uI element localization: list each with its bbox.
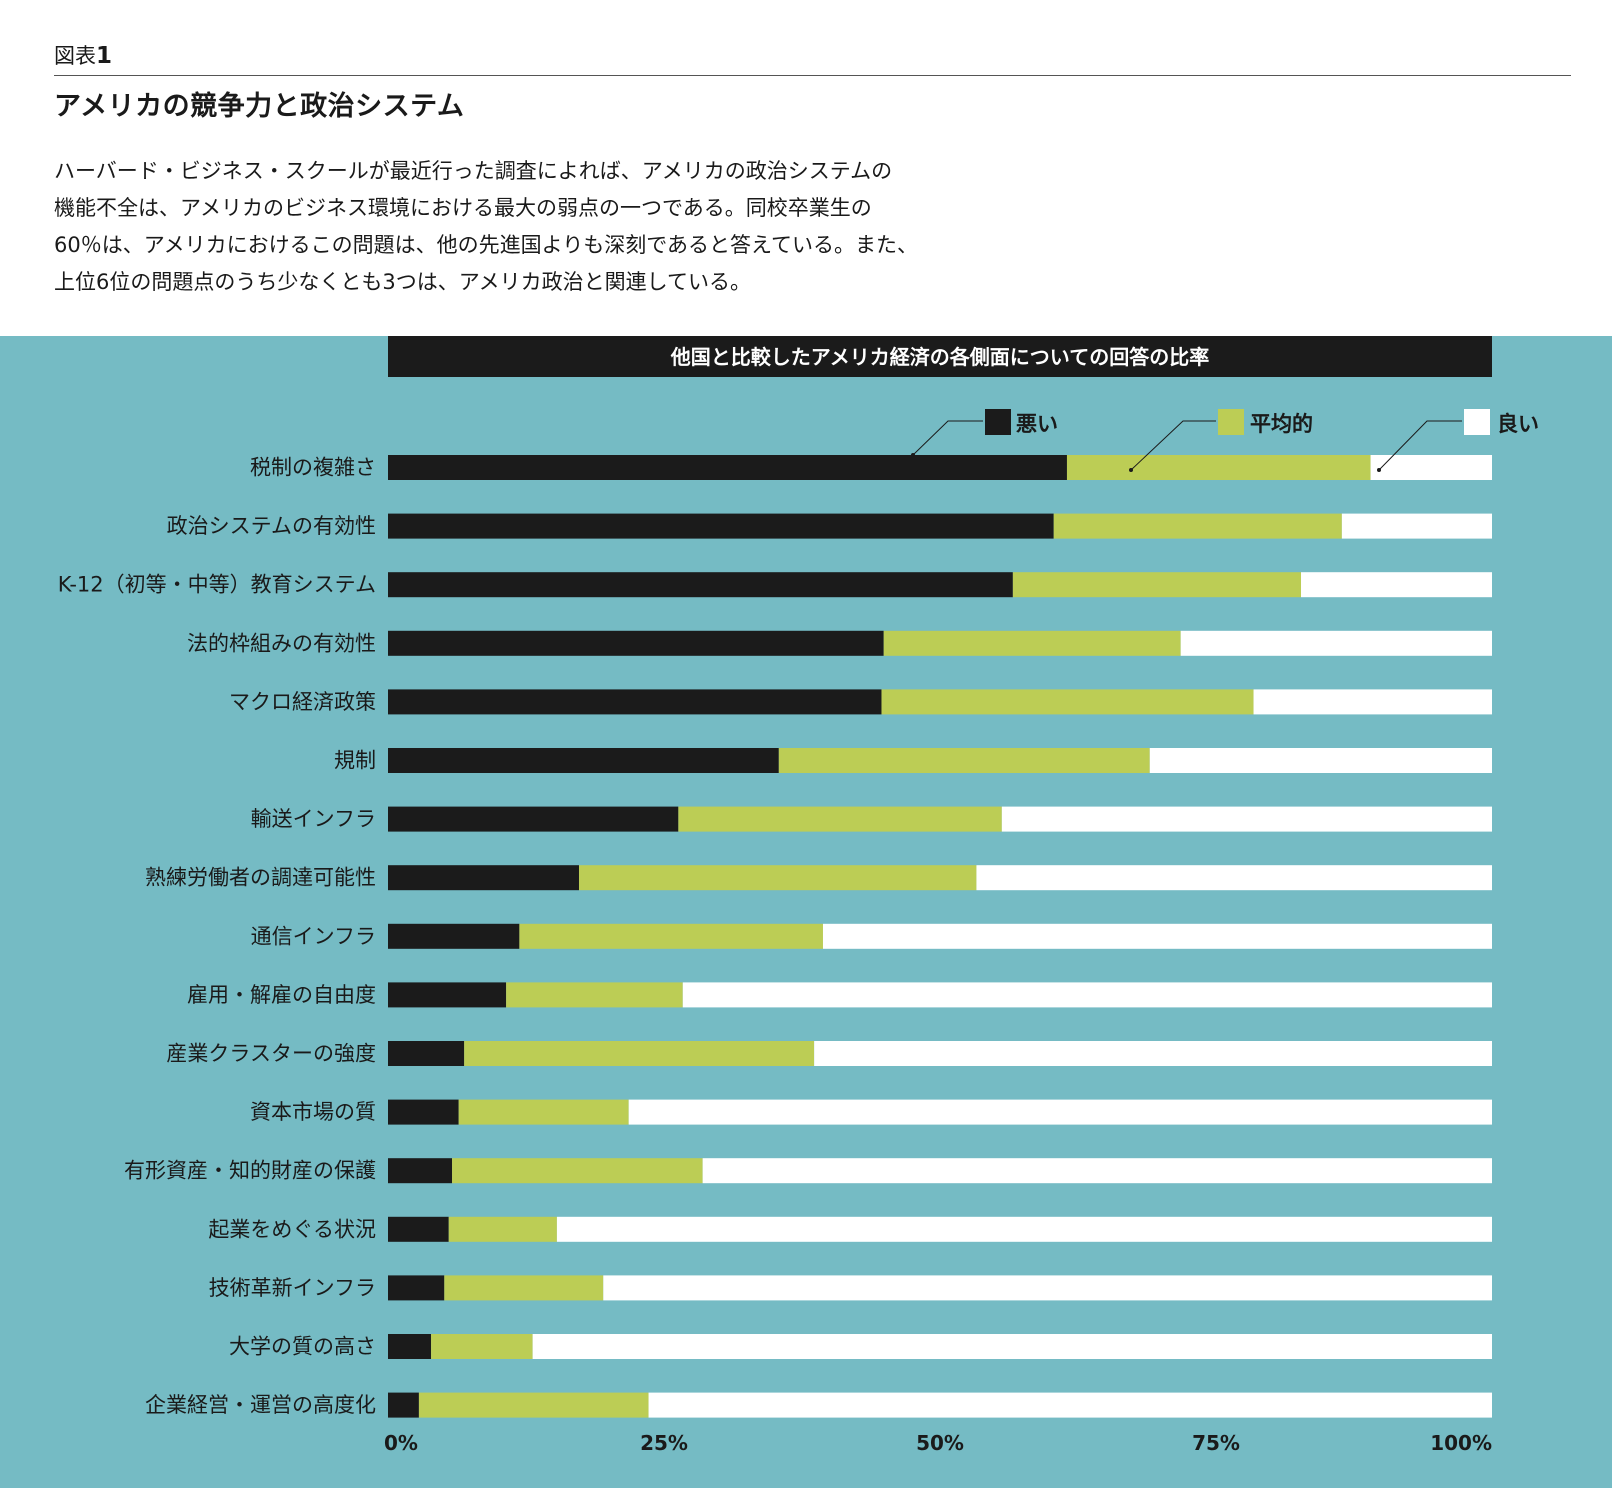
bar-bad bbox=[388, 1392, 419, 1418]
bar-average bbox=[431, 1334, 533, 1359]
bar-average bbox=[506, 982, 683, 1008]
bar-good bbox=[1341, 513, 1492, 539]
bar-good bbox=[1253, 689, 1492, 715]
legend-leader-dot bbox=[911, 453, 915, 457]
figure-description: ハーバード・ビジネス・スクールが最近行った調査によれば、アメリカの政治システムの… bbox=[54, 153, 1054, 301]
category-label: 税制の複雑さ bbox=[250, 456, 376, 480]
bar-bad bbox=[388, 1158, 453, 1184]
bar-average bbox=[519, 923, 823, 949]
bar-bad bbox=[388, 923, 520, 949]
x-tick-label: 0% bbox=[384, 1431, 418, 1455]
bar-good bbox=[1301, 572, 1492, 598]
bar-average bbox=[778, 748, 1150, 773]
chart-title: 他国と比較したアメリカ経済の各側面についての回答の比率 bbox=[670, 345, 1209, 369]
description-line: 上位6位の問題点のうち少なくとも3つは、アメリカ政治と関連している。 bbox=[54, 270, 752, 294]
bar-bad bbox=[388, 689, 882, 715]
bar-good bbox=[822, 923, 1492, 949]
bar-average bbox=[452, 1158, 703, 1184]
legend-leader-line bbox=[1378, 420, 1462, 471]
bar-bad bbox=[388, 455, 1067, 480]
x-tick-label: 100% bbox=[1430, 1431, 1492, 1455]
bar-average bbox=[464, 1041, 815, 1066]
bar-good bbox=[1149, 748, 1492, 773]
category-label: 企業経営・運営の高度化 bbox=[145, 1393, 376, 1417]
bar-bad bbox=[388, 1099, 459, 1125]
x-tick-label: 25% bbox=[640, 1431, 688, 1455]
bar-average bbox=[678, 806, 1002, 832]
description-line: 機能不全は、アメリカのビジネス環境における最大の弱点の一つである。同校卒業生の bbox=[54, 196, 872, 220]
figure-title: アメリカの競争力と政治システム bbox=[54, 91, 465, 122]
chart-header-bar bbox=[388, 336, 1492, 377]
category-label: 技術革新インフラ bbox=[209, 1276, 376, 1300]
category-label: 起業をめぐる状況 bbox=[208, 1217, 376, 1241]
category-label: 雇用・解雇の自由度 bbox=[187, 983, 376, 1007]
figure-label: 図表1 bbox=[54, 40, 112, 70]
bar-bad bbox=[388, 630, 884, 656]
bar-bad bbox=[388, 1216, 449, 1242]
bar-average bbox=[458, 1099, 629, 1125]
legend-swatch bbox=[1218, 409, 1244, 435]
x-tick-label: 75% bbox=[1192, 1431, 1240, 1455]
bar-good bbox=[1001, 806, 1492, 832]
bar-average bbox=[1053, 513, 1342, 539]
figure-label-number: 1 bbox=[96, 43, 113, 69]
bar-average bbox=[1012, 572, 1302, 598]
legend-swatch bbox=[1464, 409, 1490, 435]
category-label: 熟練労働者の調達可能性 bbox=[145, 866, 376, 890]
category-label: 有形資産・知的財産の保護 bbox=[124, 1159, 376, 1183]
legend-leader-dot bbox=[1377, 468, 1381, 472]
title-rule bbox=[54, 75, 1571, 76]
legend-leader-line bbox=[912, 420, 983, 456]
bar-average bbox=[883, 630, 1181, 656]
bar-average bbox=[881, 689, 1254, 715]
bar-bad bbox=[388, 572, 1013, 598]
bar-good bbox=[1180, 630, 1492, 656]
bar-average bbox=[444, 1275, 604, 1301]
bar-average bbox=[418, 1392, 649, 1418]
bar-good bbox=[976, 865, 1492, 891]
legend-label: 悪い bbox=[1016, 412, 1058, 436]
bar-average bbox=[448, 1216, 557, 1242]
bar-bad bbox=[388, 1041, 465, 1066]
bar-bad bbox=[388, 865, 579, 891]
description-line: 60％は、アメリカにおけるこの問題は、他の先進国よりも深刻であると答えている。ま… bbox=[54, 233, 918, 257]
bar-average bbox=[578, 865, 977, 891]
bar-good bbox=[556, 1216, 1492, 1242]
bar-good bbox=[648, 1392, 1492, 1418]
bar-bad bbox=[388, 1275, 445, 1301]
category-label: 法的枠組みの有効性 bbox=[187, 631, 376, 655]
bar-bad bbox=[388, 748, 779, 773]
bar-bad bbox=[388, 982, 507, 1008]
bar-bad bbox=[388, 513, 1054, 539]
category-label: 通信インフラ bbox=[251, 924, 376, 948]
legend-leader-dot bbox=[1129, 468, 1133, 472]
legend-label: 平均的 bbox=[1250, 412, 1313, 436]
bar-good bbox=[682, 982, 1492, 1008]
category-label: マクロ経済政策 bbox=[229, 690, 376, 714]
bar-good bbox=[603, 1275, 1492, 1301]
bar-average bbox=[1066, 455, 1371, 480]
category-label: 資本市場の質 bbox=[250, 1100, 376, 1124]
bar-good bbox=[814, 1041, 1492, 1066]
category-label: K-12（初等・中等）教育システム bbox=[58, 573, 376, 597]
bar-bad bbox=[388, 806, 679, 832]
figure-label-prefix: 図表 bbox=[54, 44, 96, 68]
legend-leader-line bbox=[1130, 420, 1216, 471]
category-label: 政治システムの有効性 bbox=[167, 514, 376, 538]
bar-bad bbox=[388, 1334, 432, 1359]
category-label: 規制 bbox=[334, 749, 376, 773]
x-tick-label: 50% bbox=[916, 1431, 964, 1455]
bar-good bbox=[1370, 455, 1492, 480]
description-line: ハーバード・ビジネス・スクールが最近行った調査によれば、アメリカの政治システムの bbox=[54, 159, 893, 183]
bar-good bbox=[532, 1334, 1492, 1359]
bar-good bbox=[702, 1158, 1492, 1184]
legend-label: 良い bbox=[1497, 412, 1539, 436]
bar-good bbox=[628, 1099, 1492, 1125]
legend-swatch bbox=[985, 409, 1011, 435]
category-label: 大学の質の高さ bbox=[229, 1335, 376, 1359]
category-label: 産業クラスターの強度 bbox=[166, 1042, 376, 1066]
category-label: 輸送インフラ bbox=[251, 807, 376, 831]
